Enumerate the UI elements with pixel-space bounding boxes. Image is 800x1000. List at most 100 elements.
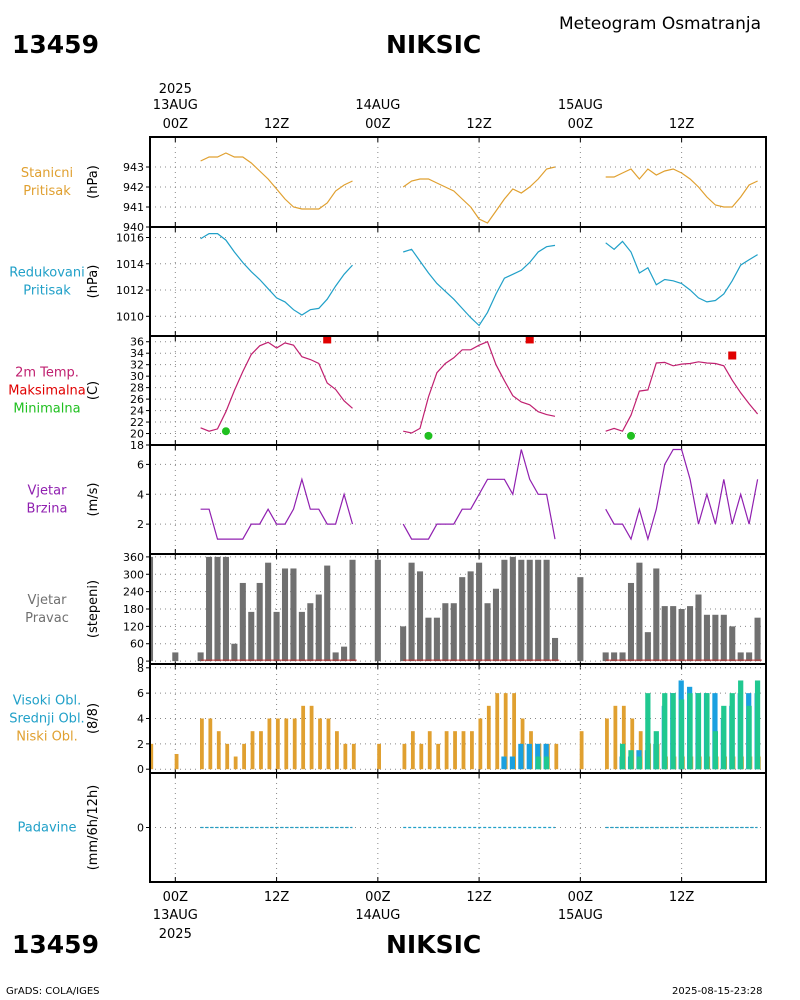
min-temp-point xyxy=(424,431,433,440)
cloud-cover-bar xyxy=(704,693,710,770)
wind-direction-bar xyxy=(298,611,305,662)
wind-direction-bar xyxy=(281,568,289,662)
cloud-cover-bar xyxy=(284,718,289,770)
pressure-panel xyxy=(146,136,767,228)
precipitation-y-tick-label: 0 xyxy=(137,822,144,835)
wind-direction-bar xyxy=(425,617,432,662)
day-label-bottom: 14AUG xyxy=(355,908,400,923)
cloud-cover-title-line: Srednji Obl. xyxy=(9,712,84,727)
max-temp-point xyxy=(728,351,737,360)
wind-direction-bar xyxy=(602,652,609,662)
temperature-line xyxy=(200,341,353,432)
grads-credit: GrADS: COLA/IGES xyxy=(6,986,100,997)
reduced-pressure-line xyxy=(200,233,353,316)
wind-speed-y-tick-label: 6 xyxy=(137,458,144,471)
wind-direction-bar xyxy=(518,559,525,662)
temperature-y-tick-label: 30 xyxy=(130,370,144,383)
temperature-title-line: 2m Temp. xyxy=(15,366,79,381)
cloud-cover-bar xyxy=(208,718,213,770)
time-tick-label-top: 12Z xyxy=(264,117,290,132)
cloud-cover-bar xyxy=(645,693,651,770)
wind-direction-bar xyxy=(374,559,381,662)
pressure-y-tick-label: 941 xyxy=(123,201,144,214)
wind-direction-bar xyxy=(509,556,516,662)
wind-direction-y-tick-label: 300 xyxy=(123,568,144,581)
wind-speed-data xyxy=(200,448,759,542)
cloud-cover-bar xyxy=(738,680,744,770)
wind-direction-bar xyxy=(627,582,635,662)
wind-direction-bar xyxy=(450,603,457,662)
cloud-cover-bar xyxy=(495,693,500,770)
wind-direction-bar xyxy=(695,594,702,662)
temperature-y-tick-label: 32 xyxy=(130,359,144,372)
generation-timestamp: 2025-08-15-23:28 xyxy=(672,986,763,997)
wind-direction-bar xyxy=(214,556,221,662)
time-tick-label-top: 00Z xyxy=(568,117,594,132)
precipitation-title-line: Padavine xyxy=(18,821,77,836)
cloud-cover-bar xyxy=(621,705,626,770)
cloud-cover-bar xyxy=(351,743,356,770)
precipitation-y-axis-label: (mm/6h/12h) xyxy=(86,785,101,871)
cloud-cover-bar xyxy=(636,756,643,770)
cloud-cover-bar xyxy=(436,743,441,770)
wind-direction-bar xyxy=(231,643,238,662)
cloud-cover-bar xyxy=(670,693,676,770)
day-label-bottom: 15AUG xyxy=(558,908,603,923)
day-label-top: 13AUG xyxy=(153,98,198,113)
cloud-cover-bar xyxy=(453,731,457,770)
reduced-pressure-line xyxy=(605,240,758,303)
pressure-y-tick-label: 943 xyxy=(123,161,144,174)
cloud-cover-bar xyxy=(150,743,154,770)
time-tick-label-top: 12Z xyxy=(669,117,695,132)
cloud-cover-y-tick-label: 6 xyxy=(137,687,144,700)
cloud-cover-bar xyxy=(174,753,179,770)
precipitation-panel xyxy=(146,772,767,883)
wind-direction-bar xyxy=(273,611,280,662)
reduced-pressure-title-line: Pritisak xyxy=(23,284,71,299)
cloud-cover-bar xyxy=(199,718,204,770)
temperature-y-tick-label: 22 xyxy=(130,416,144,429)
temperature-y-tick-label: 26 xyxy=(130,393,144,406)
wind-direction-bar xyxy=(476,562,483,662)
wind-speed-line xyxy=(605,448,759,542)
wind-direction-bar xyxy=(307,603,314,662)
wind-direction-bar xyxy=(729,626,736,662)
wind-direction-title-line: Pravac xyxy=(25,611,69,626)
wind-direction-bar xyxy=(552,637,559,662)
cloud-cover-bar xyxy=(250,731,255,770)
reduced-pressure-panel xyxy=(146,226,767,337)
wind-speed-frame xyxy=(149,444,767,555)
cloud-cover-bar xyxy=(503,693,508,770)
wind-direction-bar xyxy=(290,568,297,662)
wind-direction-y-tick-label: 360 xyxy=(123,551,144,564)
cloud-cover-bar xyxy=(628,750,634,770)
station-id: 13459 xyxy=(12,30,99,59)
wind-direction-data xyxy=(150,556,762,662)
wind-direction-bar xyxy=(349,559,356,662)
cloud-cover-bar xyxy=(309,705,314,770)
reduced-pressure-y-tick-label: 1016 xyxy=(116,232,144,245)
wind-speed-line xyxy=(200,477,354,540)
temperature-y-tick-label: 20 xyxy=(130,428,144,441)
reduced-pressure-y-tick-label: 1010 xyxy=(116,310,144,323)
wind-direction-bar xyxy=(636,562,643,662)
wind-direction-bar xyxy=(256,582,263,662)
temperature-y-tick-label: 34 xyxy=(130,347,144,360)
wind-speed-y-axis-label: (m/s) xyxy=(86,483,101,517)
pressure-y-axis-label: (hPa) xyxy=(86,165,101,199)
wind-direction-bar xyxy=(712,614,719,662)
cloud-cover-bar xyxy=(335,731,339,770)
pressure-frame xyxy=(149,136,767,228)
wind-direction-bar xyxy=(265,562,272,662)
cloud-cover-y-tick-label: 4 xyxy=(137,713,144,726)
wind-direction-bar xyxy=(408,562,415,662)
year-label-bottom: 2025 xyxy=(159,927,192,942)
reduced-pressure-data xyxy=(200,233,758,327)
min-temp-point xyxy=(626,431,635,440)
wind-direction-bar xyxy=(678,609,685,662)
cloud-cover-bar xyxy=(712,731,718,770)
wind-direction-bar xyxy=(150,556,154,662)
wind-speed-title-line: Brzina xyxy=(27,502,68,517)
wind-direction-bar xyxy=(720,614,727,662)
temperature-title-line: Minimalna xyxy=(13,402,80,417)
